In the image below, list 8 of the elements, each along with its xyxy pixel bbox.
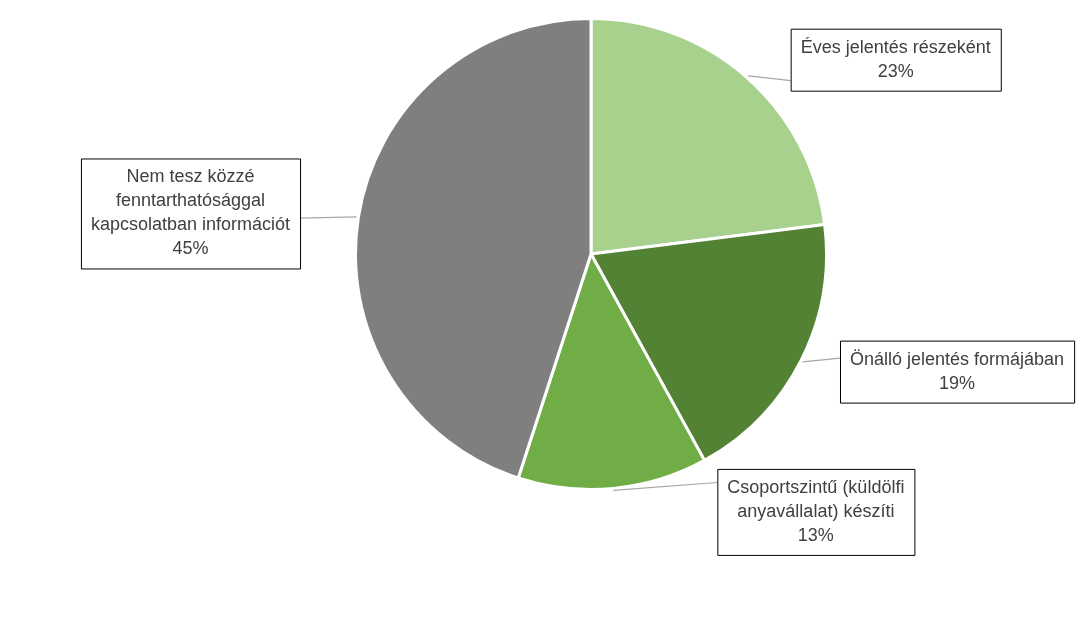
slice-label: Nem tesz közzé fenntarthatósággal kapcsolatban információt <box>90 166 291 235</box>
data-label: 23% <box>877 60 914 81</box>
data-label: 13% <box>797 524 834 545</box>
slice-label: Csoportszintű (küldölfi anyavállalat) készíti <box>727 476 905 521</box>
slice-label: Éves jelentés részeként <box>800 36 991 57</box>
data-label: 19% <box>939 372 976 393</box>
slice-label: Önálló jelentés formájában <box>849 348 1065 369</box>
data-label: 45% <box>172 238 209 259</box>
